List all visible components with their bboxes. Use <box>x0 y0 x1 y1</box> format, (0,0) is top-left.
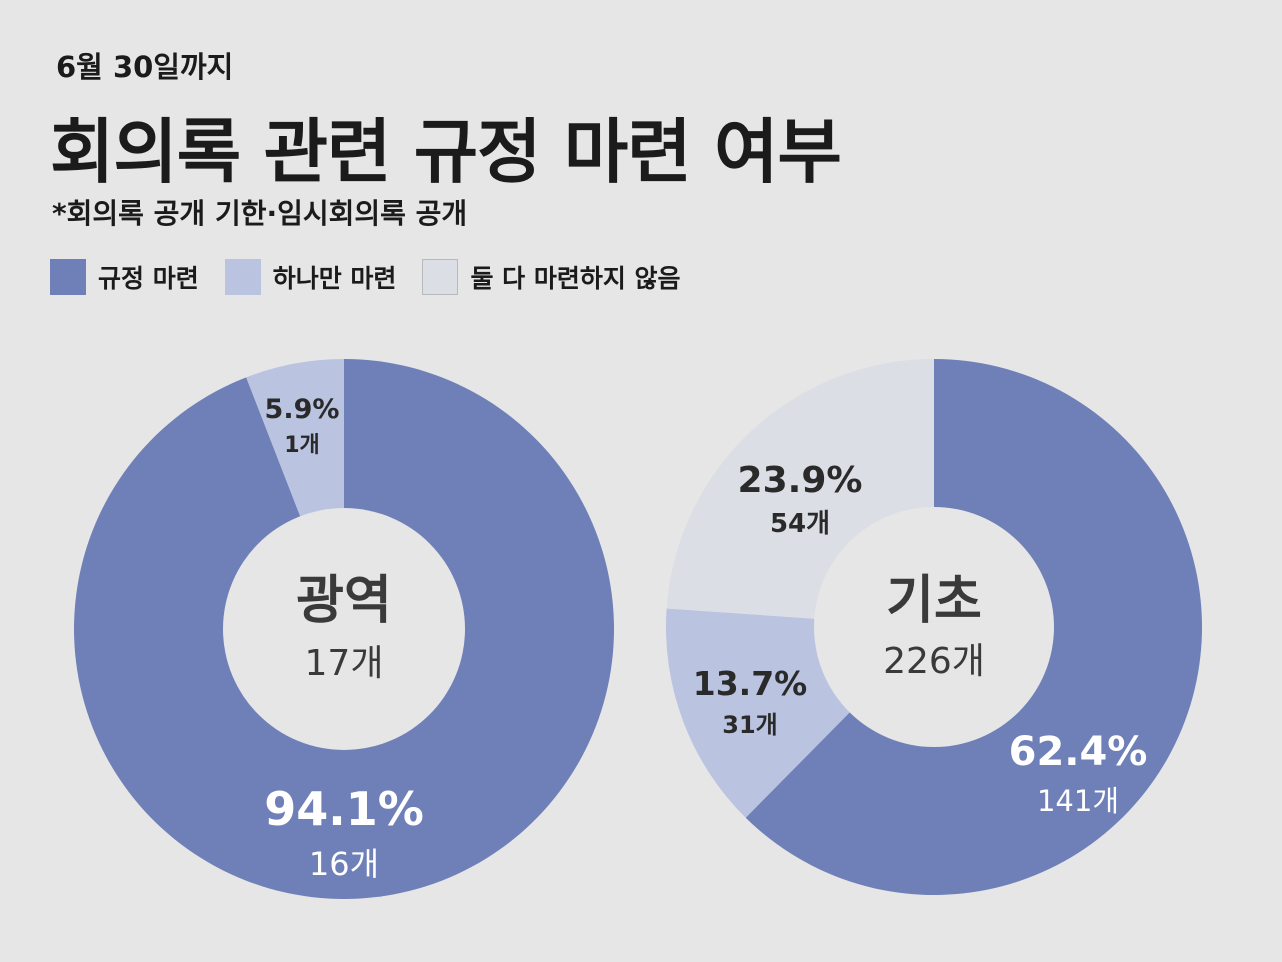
legend-label-one-only: 하나만 마련 <box>272 264 397 293</box>
legend-item-one-only: 하나만 마련 <box>224 259 397 295</box>
count-label-metro-rules: 16개 <box>309 845 379 883</box>
percent-label-basic-one-only: 13.7% <box>693 664 808 703</box>
percent-label-metro-one-only: 5.9% <box>265 394 340 425</box>
percent-label-basic-rules: 62.4% <box>1009 729 1148 775</box>
chart-title: 회의록 관련 규정 마련 여부 <box>50 111 842 193</box>
count-label-basic-none: 54개 <box>770 509 830 539</box>
legend-swatch-one-only <box>224 259 261 295</box>
center-title-metro: 광역 <box>296 571 392 631</box>
donut-hole-metro <box>223 508 465 750</box>
date-label: 6월 30일까지 <box>56 50 234 84</box>
count-label-basic-one-only: 31개 <box>722 711 777 739</box>
percent-label-basic-none: 23.9% <box>738 460 863 501</box>
legend: 규정 마련 하나만 마련 둘 다 마련하지 않음 <box>50 259 707 295</box>
legend-label-none: 둘 다 마련하지 않음 <box>470 264 681 293</box>
center-title-basic: 기초 <box>886 571 982 631</box>
percent-label-metro-rules: 94.1% <box>264 782 424 836</box>
legend-swatch-none <box>422 259 459 295</box>
legend-swatch-rules <box>50 259 86 295</box>
legend-item-rules: 규정 마련 <box>50 259 199 295</box>
count-label-metro-one-only: 1개 <box>284 433 320 458</box>
legend-label-rules: 규정 마련 <box>98 264 199 293</box>
center-count-metro: 17개 <box>305 643 384 684</box>
donut-hole-basic <box>814 507 1054 747</box>
chart-subtitle: *회의록 공개 기한·임시회의록 공개 <box>52 197 468 230</box>
legend-item-none: 둘 다 마련하지 않음 <box>422 259 681 295</box>
center-count-basic: 226개 <box>883 641 985 682</box>
count-label-basic-rules: 141개 <box>1037 784 1119 818</box>
